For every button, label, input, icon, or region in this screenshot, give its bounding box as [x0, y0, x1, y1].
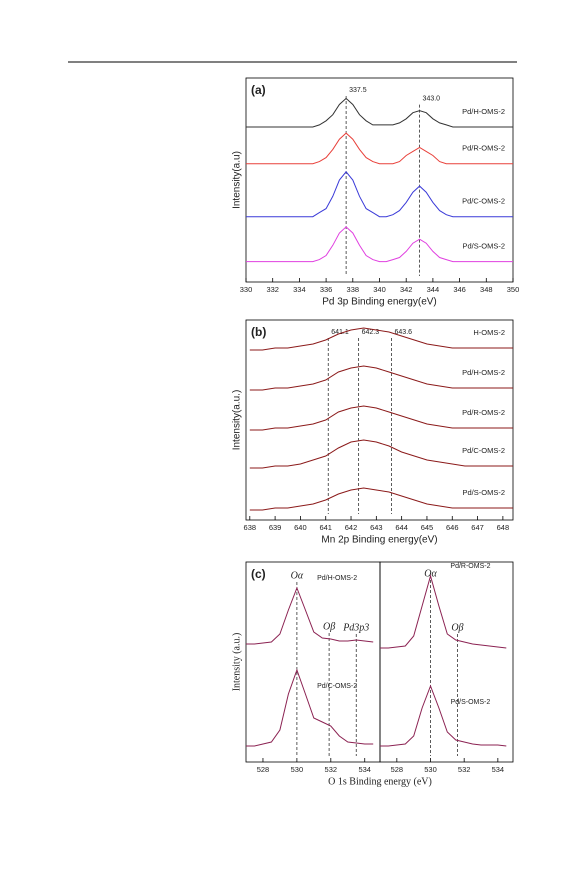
- peak-label: 343.0: [423, 95, 441, 102]
- x-tick-label: 532: [325, 765, 338, 774]
- y-axis-label: Intensity (a.u.): [231, 633, 242, 692]
- x-axis-label: Pd 3p Binding energy(eV): [322, 297, 437, 308]
- x-tick-label: 338: [347, 285, 360, 294]
- peak-label: Oα: [424, 568, 437, 579]
- peak-label: 643.6: [395, 329, 413, 336]
- series-label: Pd/H-OMS-2: [462, 107, 505, 116]
- x-tick-label: 648: [497, 523, 510, 532]
- x-tick-label: 528: [257, 765, 270, 774]
- peak-label: Oβ: [323, 621, 335, 632]
- peak-label: 337.5: [349, 87, 367, 94]
- panel-label: (a): [251, 83, 266, 97]
- x-axis-label: O 1s Binding energy (eV): [328, 776, 432, 787]
- spectrum-line: [246, 132, 513, 165]
- peak-label: Pd3p3: [342, 622, 369, 633]
- spectrum-line: [249, 405, 513, 431]
- x-tick-label: 342: [400, 285, 413, 294]
- x-tick-label: 640: [294, 523, 307, 532]
- x-tick-label: 534: [492, 765, 505, 774]
- series-label: H-OMS-2: [473, 328, 505, 337]
- y-axis-label: Intensity(a.u): [232, 151, 243, 209]
- series-label: Pd/C-OMS-2: [317, 683, 357, 690]
- x-tick-label: 534: [358, 765, 371, 774]
- y-axis-label: Intensity(a.u.): [232, 390, 243, 451]
- x-tick-label: 530: [424, 765, 437, 774]
- spectrum-line: [249, 439, 513, 469]
- x-tick-label: 642: [345, 523, 358, 532]
- series-label: Pd/R-OMS-2: [462, 408, 505, 417]
- x-tick-label: 346: [453, 285, 466, 294]
- series-label: Pd/H-OMS-2: [462, 368, 505, 377]
- peak-label: 642.3: [362, 329, 380, 336]
- spectrum-line: [380, 574, 507, 649]
- panel-label: (c): [251, 567, 266, 581]
- spectrum-line: [249, 487, 513, 511]
- peak-label: Oβ: [451, 622, 463, 633]
- x-tick-label: 344: [427, 285, 440, 294]
- series-label: Pd/S-OMS-2: [451, 699, 491, 706]
- peak-label: Oα: [291, 570, 304, 581]
- x-tick-label: 528: [391, 765, 404, 774]
- x-tick-label: 641: [319, 523, 332, 532]
- spectrum-line: [249, 327, 513, 351]
- x-tick-label: 350: [507, 285, 520, 294]
- x-tick-label: 644: [395, 523, 408, 532]
- spectrum-line: [246, 97, 513, 128]
- series-label: Pd/C-OMS-2: [462, 197, 505, 206]
- x-tick-label: 334: [293, 285, 306, 294]
- x-tick-label: 330: [240, 285, 253, 294]
- series-label: Pd/C-OMS-2: [462, 446, 505, 455]
- plot-frame: [379, 561, 514, 763]
- x-tick-label: 530: [291, 765, 304, 774]
- x-tick-label: 645: [421, 523, 434, 532]
- x-tick-label: 638: [244, 523, 257, 532]
- series-label: Pd/S-OMS-2: [462, 242, 505, 251]
- plot-frame: [245, 319, 514, 521]
- x-tick-label: 643: [370, 523, 383, 532]
- series-label: Pd/H-OMS-2: [317, 575, 357, 582]
- spectrum-line: [249, 365, 513, 391]
- series-label: Pd/R-OMS-2: [450, 563, 490, 570]
- x-tick-label: 646: [446, 523, 459, 532]
- x-tick-label: 336: [320, 285, 333, 294]
- x-axis-label: Mn 2p Binding energy(eV): [321, 535, 437, 546]
- spectrum-line: [246, 226, 513, 263]
- spectrum-line: [246, 586, 374, 645]
- panel-label: (b): [251, 325, 266, 339]
- spectrum-line: [246, 668, 374, 747]
- x-tick-label: 647: [471, 523, 484, 532]
- plot-frame: [245, 561, 381, 763]
- x-tick-label: 348: [480, 285, 493, 294]
- x-tick-label: 332: [266, 285, 279, 294]
- spectrum-line: [380, 684, 507, 747]
- x-tick-label: 639: [269, 523, 282, 532]
- series-label: Pd/S-OMS-2: [462, 488, 505, 497]
- x-tick-label: 340: [373, 285, 386, 294]
- spectrum-line: [246, 171, 513, 218]
- series-label: Pd/R-OMS-2: [462, 144, 505, 153]
- peak-label: 641.1: [331, 329, 349, 336]
- x-tick-label: 532: [458, 765, 471, 774]
